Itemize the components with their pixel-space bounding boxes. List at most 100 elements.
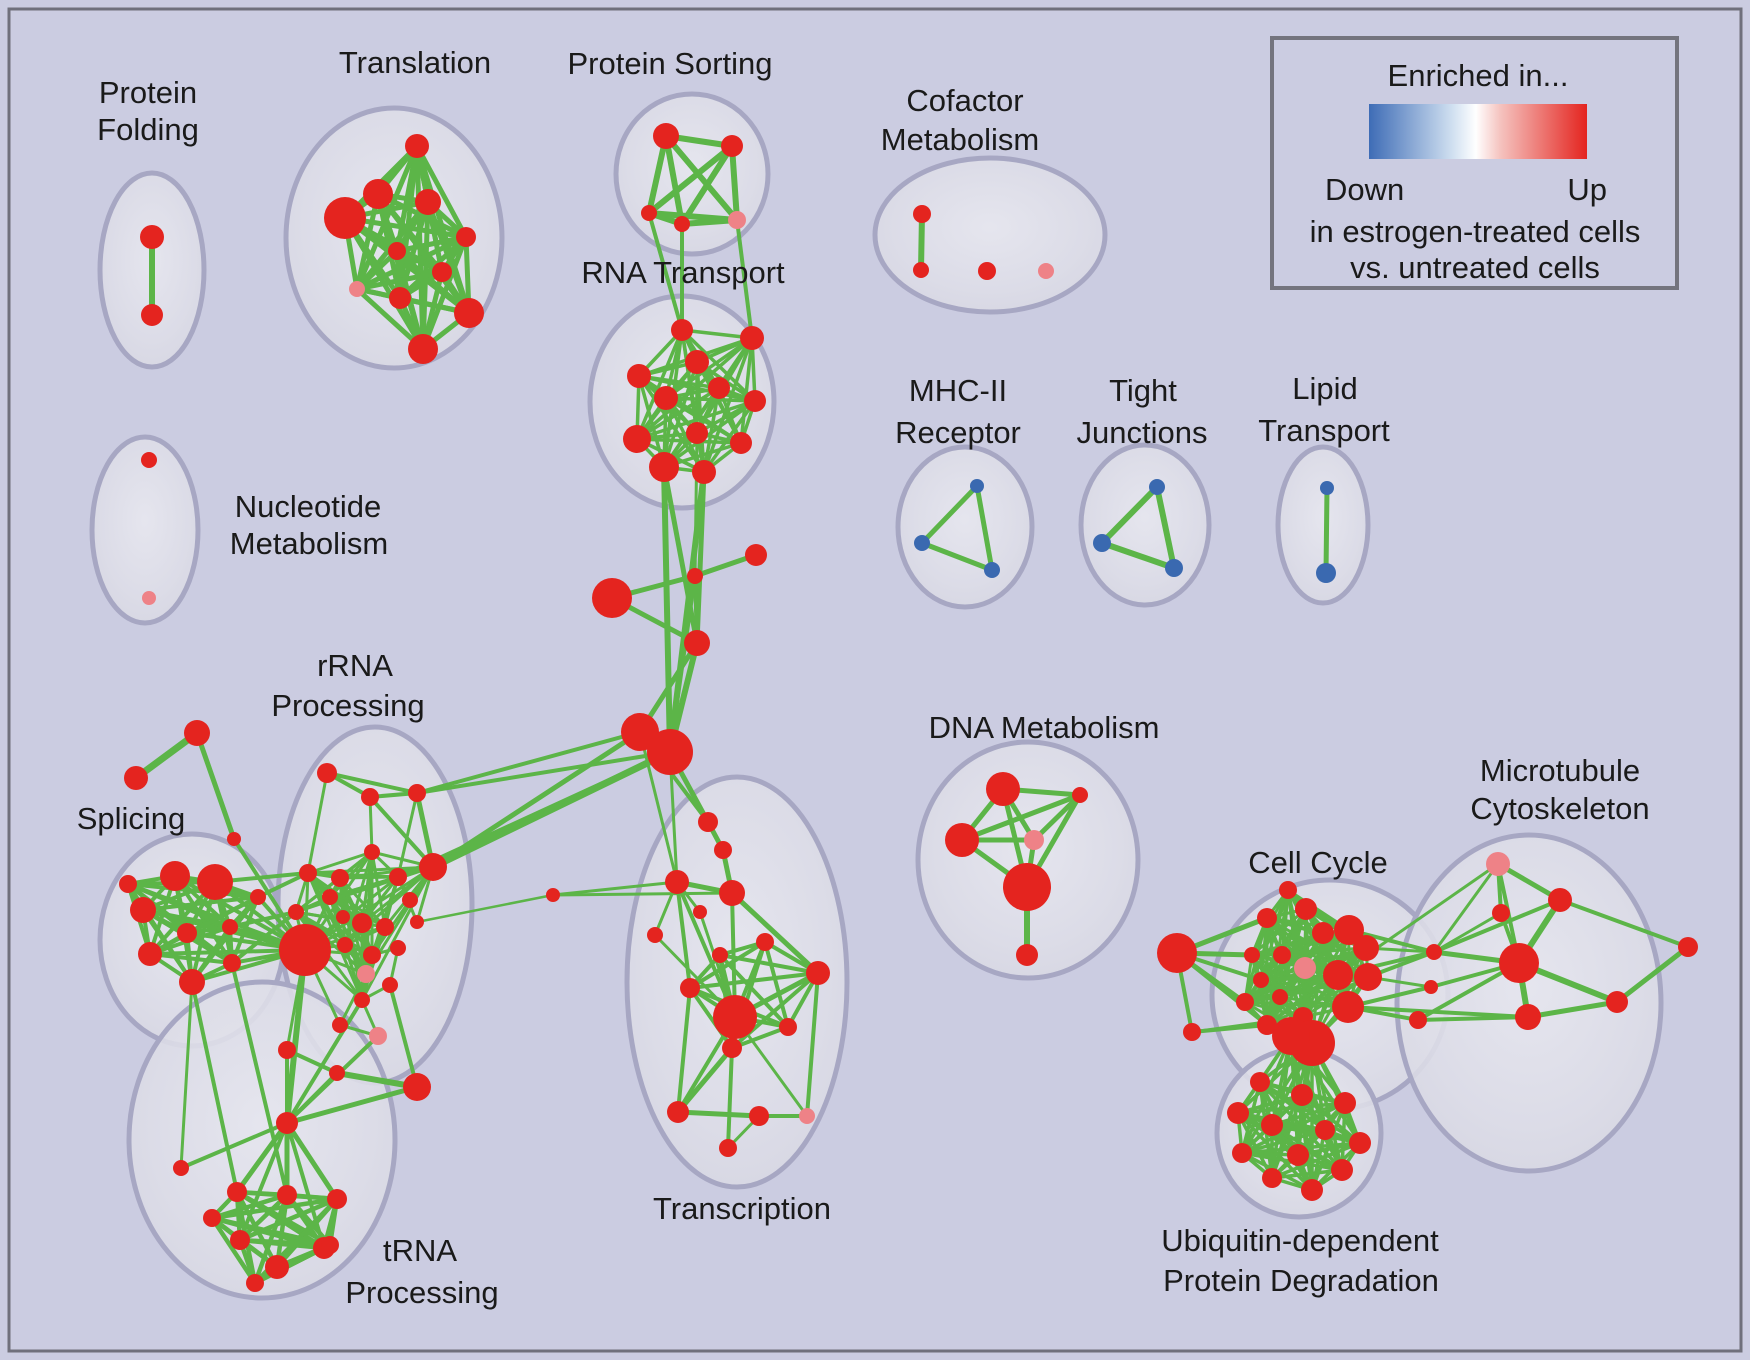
edge: [284, 1120, 340, 1202]
edge: [415, 750, 672, 795]
node: [647, 927, 663, 943]
node: [745, 544, 767, 566]
node: [1093, 534, 1111, 552]
edge: [368, 795, 374, 854]
node: [913, 205, 931, 223]
node: [719, 1139, 737, 1157]
node: [730, 432, 752, 454]
node: [693, 905, 707, 919]
node: [1183, 1023, 1201, 1041]
edge: [328, 895, 387, 929]
edge: [1323, 485, 1330, 576]
cluster-ellipse-mhc-ii-receptor: [895, 444, 1035, 610]
edge: [1236, 1101, 1347, 1115]
edge: [388, 983, 419, 1089]
node: [1678, 937, 1698, 957]
edge: [1243, 888, 1290, 1004]
edge: [209, 1215, 333, 1248]
figure-frame: [7, 7, 1743, 1353]
cluster-label-protein-sorting: Protein Sorting: [567, 46, 772, 81]
node: [1165, 559, 1183, 577]
node: [332, 1017, 348, 1033]
node: [708, 377, 730, 399]
edge: [919, 483, 980, 546]
node: [1232, 1143, 1252, 1163]
edge: [415, 893, 555, 924]
edge: [729, 143, 740, 223]
edge: [1432, 911, 1503, 954]
edge: [1432, 898, 1562, 954]
edge: [635, 399, 757, 441]
edge: [1525, 999, 1620, 1020]
edge: [238, 1121, 289, 1242]
edge: [647, 211, 684, 332]
node: [779, 1018, 797, 1036]
node: [740, 326, 764, 350]
edge: [918, 211, 925, 273]
node: [686, 422, 708, 444]
edge: [230, 895, 260, 965]
node: [361, 788, 379, 806]
node: [222, 919, 238, 935]
edge: [179, 1121, 289, 1170]
edge: [126, 882, 234, 965]
node: [665, 870, 689, 894]
edge: [394, 234, 469, 254]
edge: [729, 890, 821, 976]
node: [1227, 1102, 1249, 1124]
node: [647, 729, 693, 775]
node: [403, 1073, 431, 1101]
node: [184, 720, 210, 746]
node: [389, 287, 411, 309]
cluster-ellipse-nucleotide-metabolism: [89, 434, 201, 626]
edge: [294, 910, 374, 957]
node: [119, 875, 137, 893]
edge: [209, 1196, 340, 1221]
node: [1261, 1114, 1283, 1136]
node: [1287, 1144, 1309, 1166]
node: [1548, 888, 1572, 912]
edge: [702, 336, 754, 474]
node: [357, 965, 375, 983]
node: [1016, 944, 1038, 966]
cluster-label-translation: Translation: [339, 45, 491, 80]
node: [1262, 1168, 1282, 1188]
cluster-label-tight-junctions: Tight: [1109, 373, 1177, 408]
edge: [1154, 484, 1177, 571]
node: [641, 205, 657, 221]
cluster-label-protein-folding: Folding: [97, 112, 199, 147]
node: [432, 262, 452, 282]
edge: [635, 328, 684, 441]
edge: [1432, 862, 1500, 954]
edge: [1614, 944, 1691, 1005]
edge: [646, 143, 735, 216]
node: [546, 888, 560, 902]
edge: [343, 850, 374, 947]
node: [1323, 960, 1353, 990]
edge: [688, 986, 734, 1050]
node: [621, 713, 659, 751]
edge: [325, 771, 419, 795]
node: [749, 1106, 769, 1126]
node: [1250, 1072, 1270, 1092]
edge: [179, 980, 194, 1170]
node: [246, 1274, 264, 1292]
node: [141, 452, 157, 468]
node: [1279, 881, 1297, 899]
node: [456, 227, 476, 247]
node: [680, 978, 700, 998]
edge: [237, 1192, 290, 1243]
edge: [126, 882, 307, 952]
edge: [284, 947, 308, 1126]
node: [945, 823, 979, 857]
node: [141, 304, 163, 326]
cluster-label-lipid-transport: Lipid: [1292, 371, 1358, 406]
node: [138, 942, 162, 966]
edge: [370, 850, 387, 929]
edge: [306, 871, 400, 879]
node: [728, 211, 746, 229]
node: [177, 923, 197, 943]
